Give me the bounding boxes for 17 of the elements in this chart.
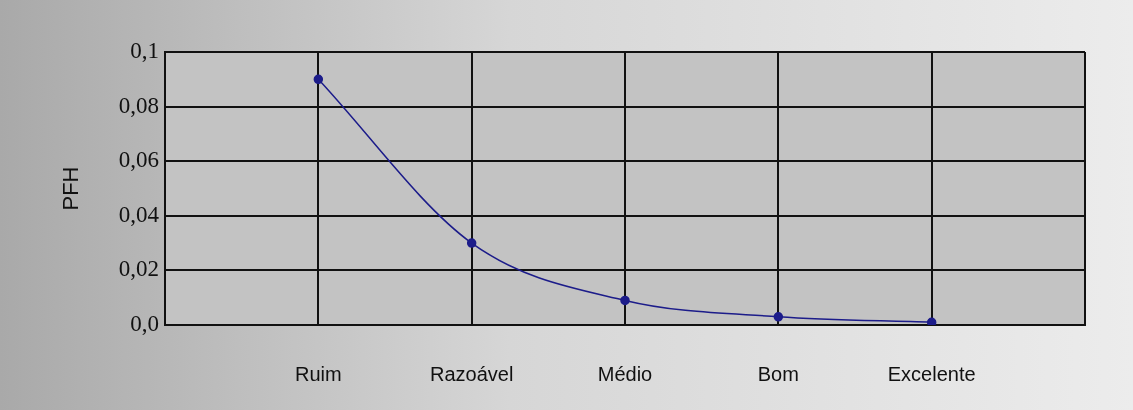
y-axis-title: PFH <box>58 166 84 211</box>
point <box>926 317 937 325</box>
x-tick-label: Médio <box>597 362 653 385</box>
y-tick-label: 0,1 <box>130 38 159 64</box>
y-tick-label: 0,0 <box>130 311 159 337</box>
point <box>466 238 477 248</box>
y-tick-label: 0,06 <box>118 147 159 173</box>
y-tick-label: 0,08 <box>118 92 159 118</box>
point <box>773 312 784 322</box>
x-tick-label: Ruim <box>295 362 342 385</box>
y-tick-label: 0,04 <box>118 201 160 227</box>
x-tick-label: Bom <box>757 362 799 385</box>
point <box>313 74 324 85</box>
x-tick-label: Excelente <box>887 362 976 385</box>
x-tick-label: Razoável <box>429 362 514 385</box>
point <box>620 295 630 306</box>
y-tick-label: 0,02 <box>118 256 159 282</box>
